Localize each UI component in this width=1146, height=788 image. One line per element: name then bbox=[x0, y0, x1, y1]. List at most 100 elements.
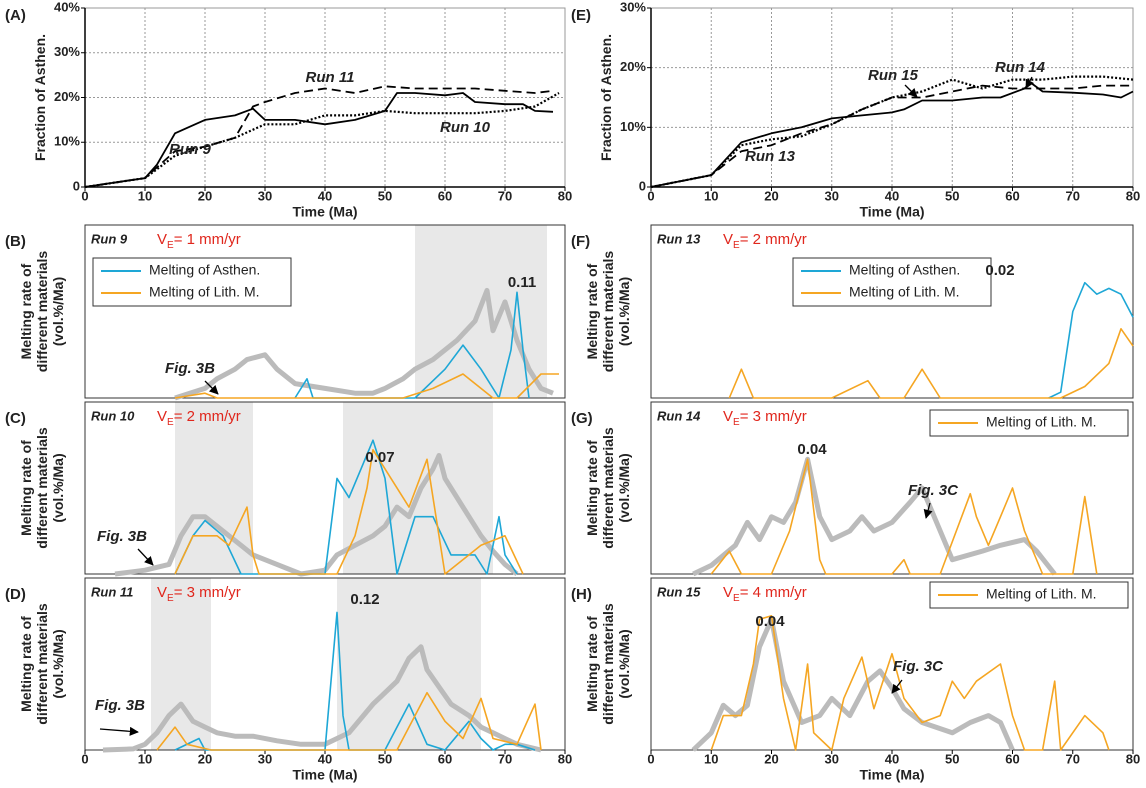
series-line bbox=[84, 92, 554, 188]
x-tick-label: 70 bbox=[498, 751, 512, 766]
x-axis-label: Time (Ma) bbox=[292, 204, 357, 220]
series-line bbox=[174, 449, 524, 575]
annotation: Run 10 bbox=[440, 119, 491, 136]
annotation: Fig. 3B bbox=[165, 360, 215, 377]
series-line bbox=[156, 691, 542, 751]
ve-rest: = 3 mm/yr bbox=[740, 408, 807, 425]
ve-label: VE= 2 mm/yr bbox=[157, 408, 241, 428]
y-axis-label-line: (vol.%/Ma) bbox=[616, 453, 632, 522]
ve-rest: = 1 mm/yr bbox=[174, 231, 241, 248]
panel-label: (F) bbox=[571, 233, 590, 250]
x-tick-label: 0 bbox=[81, 751, 88, 766]
legend-label: Melting of Lith. M. bbox=[986, 414, 1097, 430]
x-tick-label: 80 bbox=[558, 188, 572, 203]
y-axis-label-line: Melting rate of bbox=[584, 263, 600, 359]
y-axis-label-line: Fraction of Asthen. bbox=[32, 34, 48, 161]
x-tick-label: 40 bbox=[318, 188, 332, 203]
x-axis-label: Time (Ma) bbox=[859, 767, 924, 783]
ve-main: V bbox=[723, 584, 733, 601]
x-tick-label: 50 bbox=[378, 751, 392, 766]
x-tick-label: 20 bbox=[198, 188, 212, 203]
plot-frame bbox=[650, 224, 1134, 399]
y-axis-label-line: (vol.%/Ma) bbox=[616, 277, 632, 346]
y-axis-label-line: Melting rate of bbox=[18, 440, 34, 536]
series-line bbox=[174, 373, 559, 399]
y-axis-label: Melting rate ofdifferent materials(vol.%… bbox=[18, 427, 66, 549]
legend-label: Melting of Lith. M. bbox=[986, 586, 1097, 602]
x-tick-label: 20 bbox=[198, 751, 212, 766]
series-line bbox=[294, 291, 530, 399]
x-tick-label: 10 bbox=[138, 751, 152, 766]
annotation: Fig. 3C bbox=[893, 658, 944, 675]
ve-main: V bbox=[723, 408, 733, 425]
y-tick-label: 10% bbox=[54, 134, 80, 149]
annotation: 0.04 bbox=[755, 613, 785, 630]
y-axis-label-line: (vol.%/Ma) bbox=[50, 629, 66, 698]
y-axis-label: Melting rate ofdifferent materials(vol.%… bbox=[584, 427, 632, 549]
series-line bbox=[710, 458, 1098, 575]
run-label: Run 14 bbox=[657, 408, 701, 423]
x-tick-label: 30 bbox=[258, 751, 272, 766]
run-label: Run 10 bbox=[91, 408, 135, 423]
y-axis-label-line: Melting rate of bbox=[584, 440, 600, 536]
ve-sub: E bbox=[733, 417, 740, 428]
annotation: 0.11 bbox=[508, 274, 536, 291]
series-line bbox=[114, 453, 519, 577]
x-axis-label: Time (Ma) bbox=[859, 204, 924, 220]
x-tick-label: 20 bbox=[764, 751, 778, 766]
y-tick-label: 0 bbox=[73, 178, 80, 193]
ve-sub: E bbox=[167, 417, 174, 428]
series-line bbox=[691, 616, 1015, 752]
x-tick-label: 0 bbox=[647, 188, 654, 203]
ve-rest: = 2 mm/yr bbox=[740, 231, 807, 248]
panel-label: (A) bbox=[5, 7, 26, 24]
ve-main: V bbox=[157, 231, 167, 248]
y-axis-label-line: Melting rate of bbox=[18, 263, 34, 359]
y-axis-label-line: Melting rate of bbox=[18, 616, 34, 712]
annotation-arrow bbox=[904, 84, 918, 98]
annotation: Fig. 3C bbox=[908, 482, 959, 499]
panel-label: (E) bbox=[571, 7, 591, 24]
x-tick-label: 40 bbox=[885, 188, 899, 203]
y-axis-label-line: different materials bbox=[34, 251, 50, 373]
x-tick-label: 10 bbox=[138, 188, 152, 203]
series-line bbox=[174, 287, 554, 401]
panel-label: (H) bbox=[571, 586, 592, 603]
run-label: Run 9 bbox=[91, 231, 128, 246]
annotation-arrow bbox=[137, 548, 154, 566]
x-tick-label: 30 bbox=[825, 751, 839, 766]
y-axis-label: Melting rate ofdifferent materials(vol.%… bbox=[584, 251, 632, 373]
annotation: 0.07 bbox=[365, 449, 394, 466]
y-axis-label-line: (vol.%/Ma) bbox=[50, 277, 66, 346]
ve-sub: E bbox=[733, 240, 740, 251]
series-line bbox=[102, 644, 542, 753]
ve-sub: E bbox=[167, 240, 174, 251]
x-tick-label: 40 bbox=[318, 751, 332, 766]
annotation: Run 13 bbox=[745, 148, 796, 165]
x-tick-label: 20 bbox=[764, 188, 778, 203]
panel-label: (D) bbox=[5, 586, 26, 603]
annotation: Fig. 3B bbox=[95, 697, 145, 714]
y-axis-label: Melting rate ofdifferent materials(vol.%… bbox=[18, 603, 66, 725]
ve-sub: E bbox=[733, 593, 740, 604]
annotation-arrow bbox=[923, 502, 933, 519]
x-tick-label: 10 bbox=[704, 751, 718, 766]
annotation: 0.04 bbox=[797, 441, 827, 458]
ve-sub: E bbox=[167, 593, 174, 604]
x-tick-label: 60 bbox=[438, 751, 452, 766]
y-axis-label-line: (vol.%/Ma) bbox=[616, 629, 632, 698]
legend-label: Melting of Lith. M. bbox=[849, 284, 960, 300]
y-axis-label: Fraction of Asthen. bbox=[32, 34, 48, 161]
annotation: Run 11 bbox=[306, 69, 355, 86]
run-label: Run 15 bbox=[657, 584, 701, 599]
ve-rest: = 4 mm/yr bbox=[740, 584, 807, 601]
ve-main: V bbox=[157, 408, 167, 425]
ve-label: VE= 3 mm/yr bbox=[723, 408, 807, 428]
y-axis-label: Melting rate ofdifferent materials(vol.%… bbox=[18, 251, 66, 373]
run-label: Run 13 bbox=[657, 231, 701, 246]
series-line bbox=[728, 328, 1134, 399]
ve-rest: = 2 mm/yr bbox=[174, 408, 241, 425]
series-line bbox=[84, 85, 554, 188]
ve-label: VE= 4 mm/yr bbox=[723, 584, 807, 604]
panel-label: (B) bbox=[5, 233, 26, 250]
